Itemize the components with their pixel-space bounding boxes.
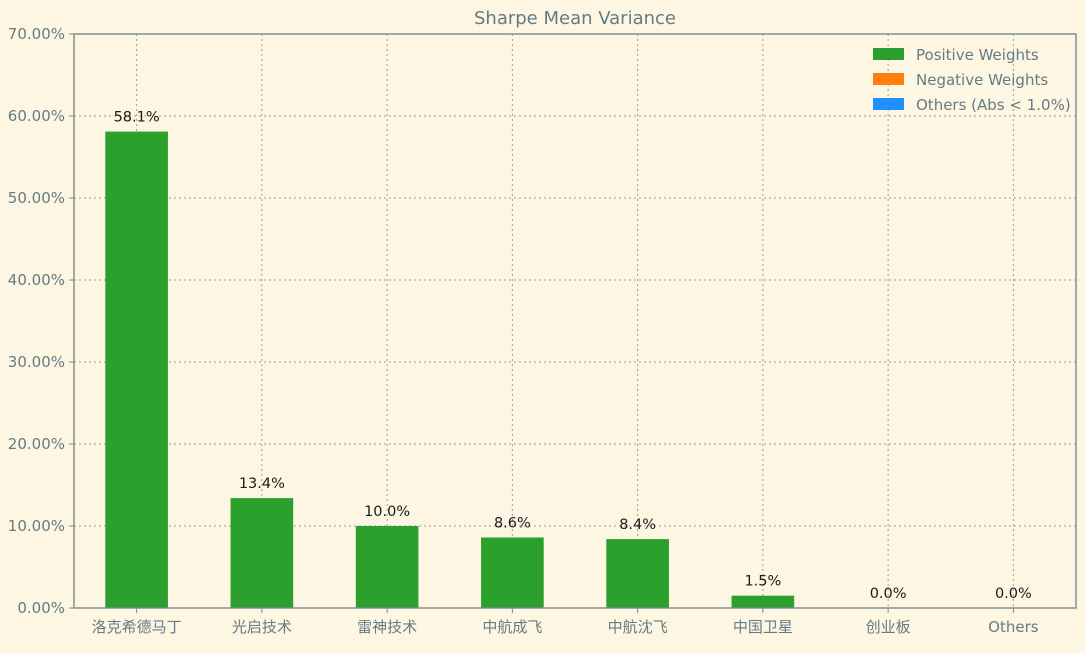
y-tick-label: 0.00% [17, 599, 65, 617]
bar-value-label: 8.6% [494, 515, 531, 531]
x-tick-label: 中航成飞 [482, 618, 542, 636]
x-tick-label: 雷神技术 [357, 618, 417, 636]
y-tick-label: 30.00% [8, 353, 65, 371]
bar-value-label: 0.0% [995, 586, 1032, 602]
bar-value-label: 10.0% [364, 504, 410, 520]
y-tick-label: 60.00% [8, 107, 65, 125]
y-tick-label: 20.00% [8, 435, 65, 453]
legend: Positive Weights Negative Weights Others (… [873, 46, 1071, 114]
y-axis-ticks: 0.00% 10.00% 20.00% 30.00% 40.00% 50.00% 60.00… [8, 25, 74, 617]
x-tick-label: 中国卫星 [733, 618, 793, 636]
legend-label: Positive Weights [916, 46, 1039, 64]
plot-frame [73, 33, 1077, 609]
bar-value-label: 0.0% [870, 586, 907, 602]
legend-swatch [873, 73, 904, 85]
bar [105, 131, 168, 608]
x-tick-label: 创业板 [866, 618, 911, 636]
bar-value-label: 1.5% [744, 574, 781, 590]
bar [481, 537, 544, 608]
chart-title: Sharpe Mean Variance [474, 8, 676, 29]
legend-label: Negative Weights [916, 71, 1048, 89]
bar [606, 539, 669, 608]
data-label-layer: 58.1% 13.4% 10.0% 8.6% 8.4% 1.5% 0.0% 0.0% [114, 110, 1032, 602]
grid-layer [74, 33, 1076, 609]
bar-value-label: 8.4% [619, 517, 656, 533]
x-tick-label: 中航沈飞 [608, 618, 668, 636]
y-tick-label: 10.00% [8, 517, 65, 535]
bar-layer [105, 131, 795, 608]
bar [230, 498, 294, 608]
bar-value-label: 13.4% [239, 476, 285, 492]
x-tick-label: 光启技术 [232, 618, 292, 636]
y-tick-label: 70.00% [8, 25, 65, 43]
bar [355, 526, 419, 608]
bar-value-label: 58.1% [114, 110, 160, 126]
bar [731, 595, 795, 608]
legend-swatch [873, 98, 904, 110]
x-tick-label: 洛克希德马丁 [92, 618, 182, 636]
legend-swatch [873, 48, 904, 60]
legend-label: Others (Abs < 1.0%) [916, 96, 1071, 114]
y-tick-label: 40.00% [8, 271, 65, 289]
y-tick-label: 50.00% [8, 189, 65, 207]
x-tick-label: Others [988, 618, 1039, 636]
x-axis-ticks: 洛克希德马丁 光启技术 雷神技术 中航成飞 中航沈飞 中国卫星 创业板 Others [92, 608, 1039, 636]
